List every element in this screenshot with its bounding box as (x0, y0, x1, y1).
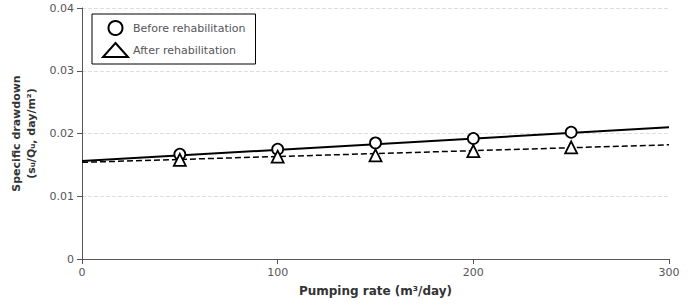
svg-text:0: 0 (79, 266, 86, 279)
svg-text:0.04: 0.04 (50, 2, 75, 15)
svg-text:Specific drawdown: Specific drawdown (10, 75, 23, 191)
svg-text:100: 100 (267, 266, 288, 279)
svg-text:Before rehabilitation: Before rehabilitation (133, 22, 246, 35)
svg-text:0.02: 0.02 (50, 127, 75, 140)
svg-text:Pumping rate (m³/day): Pumping rate (m³/day) (299, 284, 452, 298)
svg-text:(sᵤ/Qᵤ, day/m²): (sᵤ/Qᵤ, day/m²) (25, 88, 38, 178)
svg-text:0.03: 0.03 (50, 64, 75, 77)
svg-text:300: 300 (659, 266, 680, 279)
svg-text:200: 200 (463, 266, 484, 279)
svg-text:After rehabilitation: After rehabilitation (133, 44, 236, 57)
svg-text:0: 0 (67, 253, 74, 266)
svg-text:0.01: 0.01 (50, 190, 75, 203)
